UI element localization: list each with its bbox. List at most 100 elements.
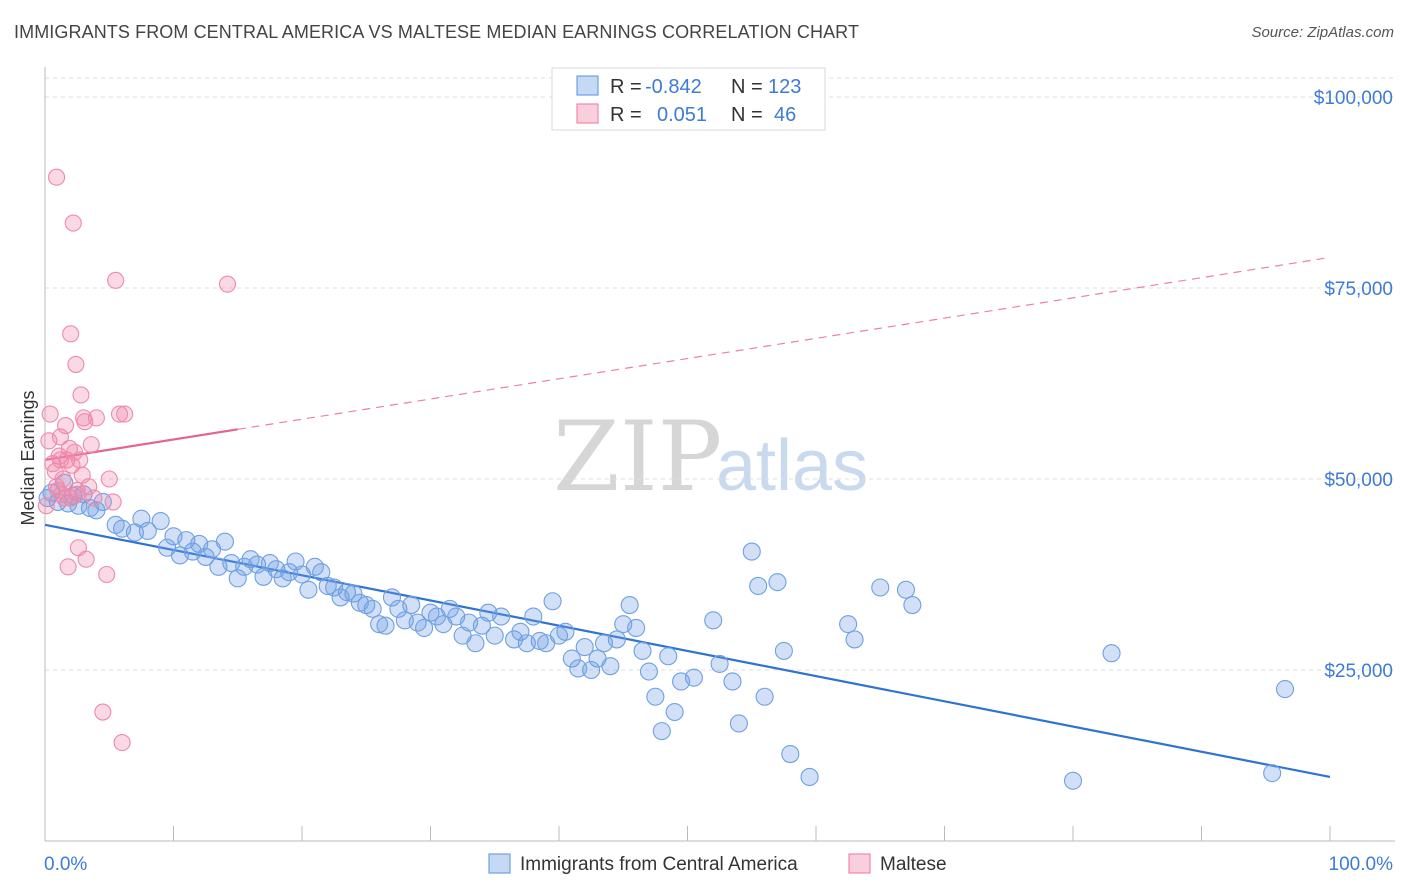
point-maltese-41: [218, 275, 237, 293]
trend-line-maltese-solid: [44, 428, 238, 461]
point-central-america-23: [196, 547, 215, 566]
point-central-america-109: [839, 615, 858, 634]
trend-line-maltese-dashed: [237, 256, 1331, 430]
point-maltese-20: [67, 355, 85, 373]
axes: [44, 67, 1395, 842]
point-central-america-81: [575, 638, 594, 657]
point-central-america-110: [845, 630, 864, 649]
point-maltese-10: [54, 470, 72, 488]
series-legend: Immigrants from Central America Maltese: [488, 853, 947, 875]
point-central-america-112: [896, 580, 916, 599]
point-maltese-30: [82, 436, 100, 454]
point-maltese-38: [110, 405, 129, 423]
bottom-legend-label-pink: Maltese: [880, 854, 947, 875]
point-central-america-114: [1063, 771, 1083, 790]
series-central-america-points: [38, 473, 1295, 790]
point-central-america-101: [729, 714, 748, 733]
point-maltese-14: [59, 558, 77, 576]
point-central-america-28: [228, 569, 247, 588]
point-central-america-45: [337, 583, 357, 602]
point-central-america-82: [582, 660, 601, 680]
point-central-america-55: [402, 596, 421, 615]
y-tick-label-3: $25,000: [1324, 661, 1393, 682]
point-maltese-2: [41, 405, 59, 423]
point-maltese-45: [68, 485, 86, 503]
y-axis-title: Median Earnings: [18, 390, 38, 525]
point-central-america-97: [684, 668, 703, 687]
bottom-legend-swatch-blue: [488, 853, 511, 874]
point-maltese-18: [64, 214, 82, 232]
point-central-america-94: [659, 647, 678, 666]
point-central-america-79: [562, 649, 581, 668]
point-central-america-89: [627, 618, 646, 638]
point-central-america-103: [749, 576, 768, 596]
point-maltese-16: [62, 325, 80, 343]
point-central-america-57: [415, 618, 434, 638]
trend-line-central-america: [44, 523, 1331, 779]
point-central-america-26: [215, 532, 234, 551]
x-tick-label-1: 100.0%: [1329, 854, 1394, 875]
y-tick-label-2: $50,000: [1324, 470, 1393, 491]
point-central-america-49: [363, 599, 382, 618]
point-central-america-116: [1263, 764, 1282, 783]
legend-swatch-pink: [576, 103, 599, 124]
y-tick-labels: $100,000 $75,000 $50,000 $25,000: [1314, 88, 1393, 682]
point-central-america-46: [344, 584, 363, 603]
y-tick-label-1: $75,000: [1324, 279, 1393, 300]
legend-r-value-2: 0.051: [657, 104, 707, 126]
point-central-america-42: [318, 576, 337, 596]
point-central-america-88: [620, 596, 639, 615]
point-central-america-50: [370, 615, 389, 634]
watermark: ZIP atlas: [553, 401, 868, 513]
point-central-america-100: [723, 672, 742, 691]
point-maltese-39: [113, 734, 131, 752]
point-maltese-42: [48, 168, 66, 186]
legend-swatch-blue: [576, 75, 599, 96]
series-maltese-points: [37, 168, 237, 752]
legend-n-label-1: N =: [731, 76, 763, 98]
watermark-zip: ZIP: [553, 401, 722, 513]
point-central-america-61: [440, 599, 459, 618]
point-central-america-51: [376, 616, 395, 635]
point-central-america-78: [556, 622, 575, 641]
point-maltese-28: [77, 550, 95, 568]
point-maltese-12: [57, 416, 75, 435]
chart-title: IMMIGRANTS FROM CENTRAL AMERICA VS MALTE…: [14, 22, 860, 42]
point-central-america-15: [138, 521, 157, 541]
bottom-legend-label-blue: Immigrants from Central America: [520, 854, 798, 875]
point-maltese-24: [72, 386, 90, 404]
point-central-america-76: [543, 592, 562, 611]
gridlines: [45, 77, 1395, 671]
point-central-america-86: [607, 630, 626, 649]
point-maltese-40: [116, 405, 134, 423]
point-central-america-111: [871, 578, 890, 597]
watermark-atlas: atlas: [716, 426, 868, 506]
legend-n-value-2: 46: [774, 104, 796, 126]
point-maltese-34: [98, 565, 116, 584]
point-central-america-39: [299, 580, 318, 599]
point-maltese-35: [100, 470, 118, 488]
point-central-america-68: [485, 626, 504, 645]
trend-lines: [44, 256, 1331, 779]
point-maltese-31: [85, 489, 103, 507]
point-central-america-16: [151, 511, 170, 531]
point-central-america-98: [704, 611, 723, 630]
stats-legend: R = -0.842 N = 123 R = 0.051 N = 46: [551, 67, 826, 131]
point-central-america-102: [742, 542, 761, 561]
x-tick-labels: 0.0% 100.0%: [44, 854, 1393, 875]
point-central-america-107: [781, 744, 800, 764]
point-central-america-106: [774, 641, 793, 660]
y-tick-label-0: $100,000: [1314, 88, 1393, 109]
legend-r-label-2: R =: [610, 104, 642, 126]
point-central-america-65: [466, 634, 485, 653]
point-central-america-69: [492, 607, 511, 626]
point-central-america-99: [710, 654, 729, 673]
point-central-america-73: [524, 607, 543, 626]
source-credit: Source: ZipAtlas.com: [1251, 24, 1394, 41]
point-central-america-105: [768, 573, 787, 592]
point-central-america-10: [93, 492, 112, 511]
point-central-america-90: [633, 641, 652, 660]
point-maltese-33: [94, 703, 112, 721]
point-central-america-108: [800, 767, 819, 787]
